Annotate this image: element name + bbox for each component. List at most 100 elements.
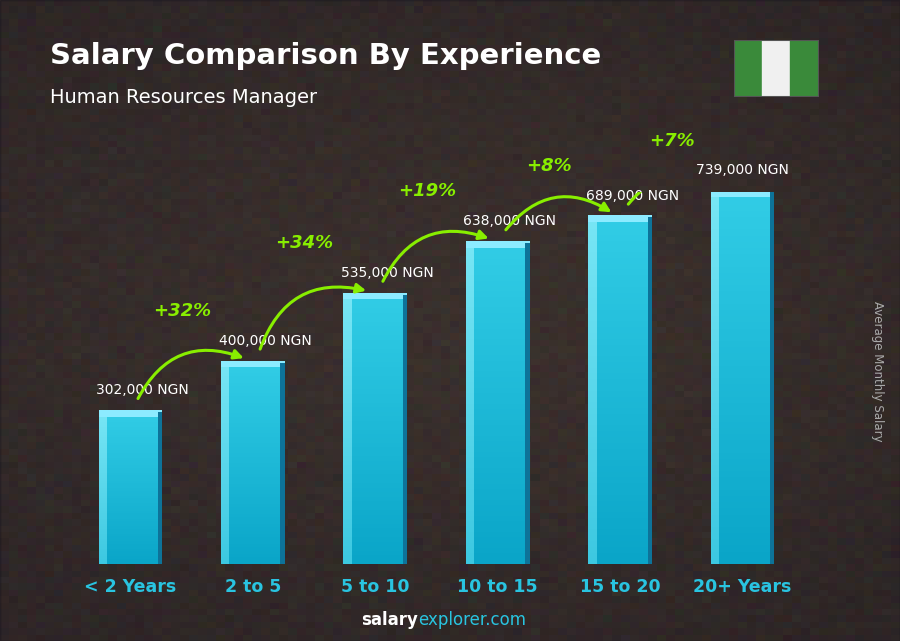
Bar <box>711 471 719 478</box>
FancyArrowPatch shape <box>506 197 608 230</box>
Bar <box>344 313 407 317</box>
Bar <box>221 517 230 520</box>
Bar <box>711 502 775 508</box>
Bar <box>466 404 529 409</box>
Bar <box>221 520 284 524</box>
Bar <box>466 366 529 372</box>
Bar <box>466 307 474 313</box>
Bar <box>589 535 597 541</box>
Bar <box>344 299 407 304</box>
Bar <box>221 474 230 477</box>
Bar <box>466 425 529 430</box>
Bar <box>466 468 529 473</box>
Bar <box>711 310 719 316</box>
Bar <box>344 385 407 389</box>
Bar <box>711 446 775 453</box>
Bar <box>589 333 597 339</box>
Bar <box>98 511 162 513</box>
Bar <box>221 510 230 514</box>
Bar <box>589 269 597 275</box>
Bar <box>221 490 284 494</box>
Bar <box>466 243 474 249</box>
Bar <box>221 480 230 483</box>
Bar <box>221 400 230 403</box>
Bar <box>98 529 107 531</box>
Bar <box>98 473 162 476</box>
Bar <box>711 285 719 292</box>
Bar <box>466 334 474 339</box>
Bar <box>221 497 284 501</box>
Bar <box>711 217 775 223</box>
Bar <box>98 546 107 549</box>
Bar <box>466 511 474 516</box>
Bar <box>466 441 529 446</box>
Bar <box>344 551 407 555</box>
Bar <box>589 269 652 275</box>
Bar <box>221 447 230 450</box>
Bar <box>711 322 719 329</box>
Bar <box>221 390 284 393</box>
Bar <box>589 408 652 414</box>
Bar <box>589 506 652 512</box>
Bar <box>221 361 284 367</box>
Bar <box>344 398 352 403</box>
Bar <box>466 350 529 356</box>
Bar <box>466 249 474 254</box>
Bar <box>466 243 529 249</box>
Bar <box>221 410 284 413</box>
Bar <box>711 360 719 366</box>
Text: Human Resources Manager: Human Resources Manager <box>50 88 317 108</box>
Bar <box>589 356 652 362</box>
Bar <box>221 494 230 497</box>
Bar <box>711 453 719 459</box>
Bar <box>221 520 230 524</box>
Bar <box>466 339 474 345</box>
Bar <box>589 327 652 333</box>
Bar <box>344 326 407 331</box>
Bar <box>589 229 652 235</box>
Bar <box>466 462 474 468</box>
Bar <box>221 403 230 406</box>
Text: 535,000 NGN: 535,000 NGN <box>341 266 434 280</box>
Bar <box>344 542 407 546</box>
Bar <box>344 407 407 412</box>
Bar <box>711 372 775 378</box>
Bar <box>344 501 407 506</box>
Bar <box>344 537 407 542</box>
FancyArrowPatch shape <box>138 351 240 399</box>
Bar <box>589 287 652 292</box>
Bar <box>589 252 597 258</box>
Bar <box>711 341 719 347</box>
Bar <box>466 334 529 339</box>
Bar <box>711 304 719 310</box>
Bar <box>466 478 529 484</box>
Bar <box>466 559 529 564</box>
Bar <box>711 478 775 483</box>
Bar <box>589 524 597 529</box>
Bar <box>711 211 775 217</box>
Bar <box>221 403 284 406</box>
Bar <box>711 236 719 242</box>
Bar <box>221 534 284 537</box>
Bar <box>221 453 284 457</box>
Bar <box>344 394 352 398</box>
Bar <box>466 241 529 247</box>
Bar <box>98 465 162 468</box>
Bar <box>589 379 597 385</box>
Bar <box>98 519 162 521</box>
Bar <box>589 235 597 240</box>
Bar <box>98 488 107 490</box>
Bar <box>466 297 474 302</box>
Bar <box>98 501 162 503</box>
Bar <box>466 404 474 409</box>
Bar <box>711 558 775 564</box>
Bar <box>711 217 719 223</box>
Bar <box>221 504 230 507</box>
Bar <box>221 420 284 423</box>
Bar <box>98 531 162 534</box>
Bar <box>466 532 474 537</box>
Bar <box>466 484 474 489</box>
Bar <box>344 434 407 438</box>
Bar <box>344 479 352 483</box>
Bar <box>711 403 775 409</box>
